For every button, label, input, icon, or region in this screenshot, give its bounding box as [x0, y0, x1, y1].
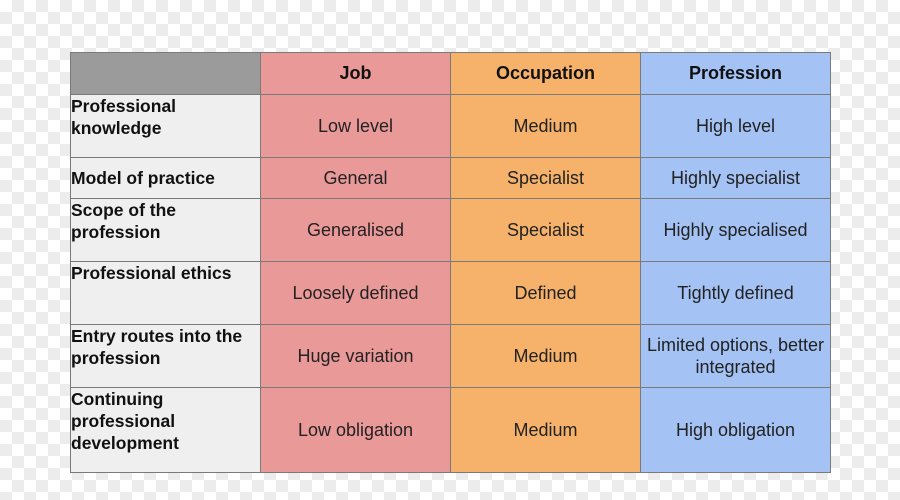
header-row: Job Occupation Profession	[70, 52, 831, 95]
occupation-cell: Medium	[450, 387, 641, 473]
job-cell: Huge variation	[260, 324, 451, 388]
header-occupation: Occupation	[450, 52, 641, 95]
header-profession: Profession	[640, 52, 831, 95]
table-row: Professional knowledge Low level Medium …	[70, 94, 831, 158]
table-row: Continuing professional development Low …	[70, 387, 831, 473]
profession-cell: High obligation	[640, 387, 831, 473]
row-label: Professional ethics	[70, 261, 261, 325]
profession-cell: Highly specialised	[640, 198, 831, 262]
table-row: Model of practice General Specialist Hig…	[70, 157, 831, 199]
row-label: Model of practice	[70, 157, 261, 199]
profession-cell: Highly specialist	[640, 157, 831, 199]
row-label: Professional knowledge	[70, 94, 261, 158]
job-cell: Loosely defined	[260, 261, 451, 325]
occupation-cell: Specialist	[450, 198, 641, 262]
occupation-cell: Medium	[450, 94, 641, 158]
header-blank-cell	[70, 52, 261, 95]
occupation-cell: Specialist	[450, 157, 641, 199]
job-cell: Low level	[260, 94, 451, 158]
row-label: Entry routes into the profession	[70, 324, 261, 388]
job-cell: Low obligation	[260, 387, 451, 473]
header-job: Job	[260, 52, 451, 95]
profession-cell: High level	[640, 94, 831, 158]
table-row: Entry routes into the profession Huge va…	[70, 324, 831, 388]
table-row: Scope of the profession Generalised Spec…	[70, 198, 831, 262]
job-cell: Generalised	[260, 198, 451, 262]
row-label: Scope of the profession	[70, 198, 261, 262]
profession-cell: Limited options, better integrated	[640, 324, 831, 388]
occupation-cell: Defined	[450, 261, 641, 325]
job-cell: General	[260, 157, 451, 199]
occupation-cell: Medium	[450, 324, 641, 388]
row-label: Continuing professional development	[70, 387, 261, 473]
comparison-table: Job Occupation Profession Professional k…	[70, 52, 831, 473]
table-row: Professional ethics Loosely defined Defi…	[70, 261, 831, 325]
profession-cell: Tightly defined	[640, 261, 831, 325]
